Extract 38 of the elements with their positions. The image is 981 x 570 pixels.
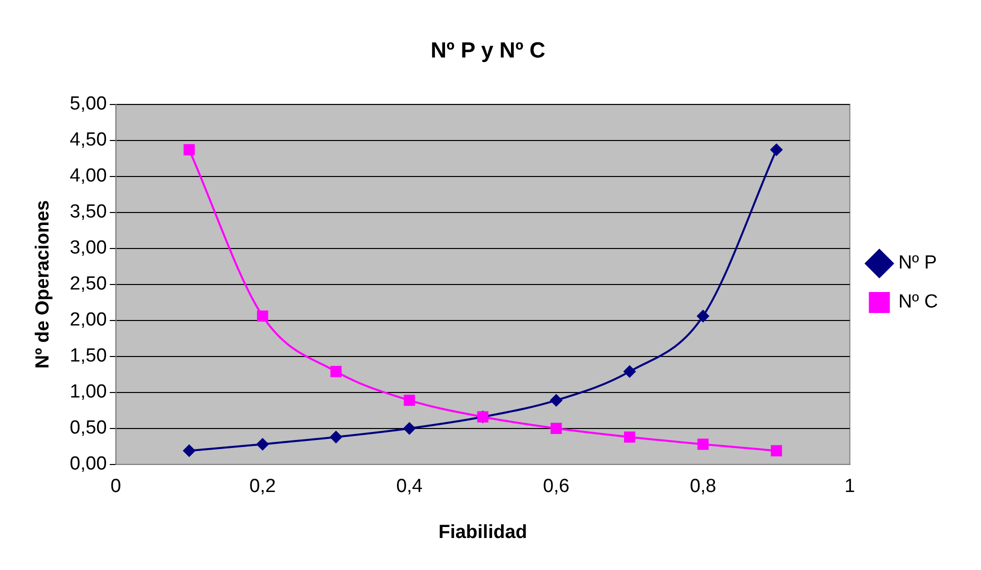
chart-title: Nº P y Nº C [430,37,546,62]
point [550,422,562,434]
y-axis-title: Nº de Operaciones [32,200,54,369]
x-tick-label: 1 [844,476,856,498]
y-tick-label: 1,00 [70,382,107,403]
point [183,444,196,457]
point [770,144,782,156]
y-tick-label: 4,50 [70,130,107,151]
legend-label: Nº P [898,252,937,274]
x-axis-title: Fiabilidad [438,522,528,543]
y-tick-label: 1,50 [70,346,107,367]
y-tick-label: 0,50 [70,418,107,439]
x-tick-label: 0 [110,476,122,498]
x-tick-label: 0,2 [249,476,276,498]
point [697,310,710,322]
x-tick-label: 0,6 [543,476,570,498]
point [624,366,636,378]
y-tick-label: 5,00 [70,94,107,115]
y-tick-label: 2,00 [70,310,107,331]
x-tick-label: 0,4 [396,476,424,498]
point [697,438,709,450]
point [330,366,342,378]
point [624,431,636,443]
point [184,144,195,156]
point [550,394,562,406]
legend-label: Nº C [898,292,938,313]
point [330,431,342,444]
point [404,394,415,406]
y-tick-label: 0,00 [70,454,107,475]
point [770,445,782,456]
point [256,310,268,322]
y-tick-label: 3,00 [70,238,107,259]
x-tick-label: 0,8 [690,476,716,498]
y-tick-label: 4,00 [70,166,107,187]
point [256,438,269,450]
point [403,422,416,434]
y-tick-label: 3,50 [70,202,107,223]
y-tick-label: 2,50 [70,274,107,295]
